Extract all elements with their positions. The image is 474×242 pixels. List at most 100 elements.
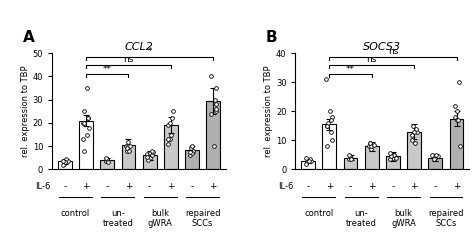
Point xyxy=(60,162,68,166)
Point xyxy=(452,115,459,119)
Point xyxy=(212,102,220,106)
Point xyxy=(187,153,194,157)
Point xyxy=(81,109,88,113)
Text: +: + xyxy=(368,182,375,191)
Text: -: - xyxy=(148,182,151,191)
Point xyxy=(456,80,463,84)
Text: un-
treated: un- treated xyxy=(346,209,377,228)
Point xyxy=(328,115,336,119)
Point xyxy=(408,133,416,136)
Bar xyxy=(79,121,93,169)
Bar xyxy=(121,145,136,169)
Point xyxy=(123,147,130,151)
Bar xyxy=(407,132,421,169)
Bar xyxy=(428,158,442,169)
Point xyxy=(328,118,335,122)
Point xyxy=(168,116,176,120)
Point xyxy=(125,149,132,153)
Point xyxy=(102,159,110,163)
Point xyxy=(347,157,355,161)
Y-axis label: rel. expression to TBP: rel. expression to TBP xyxy=(21,66,30,157)
Text: ns: ns xyxy=(388,47,398,56)
Point xyxy=(370,143,377,147)
Point xyxy=(212,107,219,111)
Point xyxy=(122,144,130,148)
Point xyxy=(302,162,310,166)
Point xyxy=(212,109,220,113)
Point xyxy=(83,86,91,90)
Point xyxy=(305,159,312,163)
Bar xyxy=(100,160,114,169)
Text: control: control xyxy=(304,209,333,218)
Point xyxy=(346,153,353,157)
Point xyxy=(80,121,87,125)
Point xyxy=(189,149,197,153)
Text: +: + xyxy=(326,182,333,191)
Point xyxy=(324,144,331,148)
Text: A: A xyxy=(23,30,34,45)
Point xyxy=(149,150,156,154)
Text: *: * xyxy=(147,47,152,56)
Point xyxy=(149,153,156,157)
Text: IL-6: IL-6 xyxy=(278,182,293,191)
Point xyxy=(167,133,174,136)
Point xyxy=(303,160,311,164)
Point xyxy=(189,151,196,155)
Text: -: - xyxy=(392,182,394,191)
Point xyxy=(456,144,463,148)
Bar xyxy=(365,146,379,169)
Point xyxy=(392,156,400,160)
Point xyxy=(411,141,419,145)
Point xyxy=(104,160,112,164)
Point xyxy=(322,77,330,81)
Bar xyxy=(185,150,199,169)
Point xyxy=(389,156,397,160)
Point xyxy=(59,163,66,167)
Point xyxy=(102,156,109,160)
Point xyxy=(85,126,93,129)
Point xyxy=(431,156,439,160)
Point xyxy=(327,130,335,134)
Point xyxy=(80,149,88,153)
Point xyxy=(328,138,336,142)
Text: B: B xyxy=(266,30,278,45)
Point xyxy=(346,154,354,158)
Bar xyxy=(386,156,400,169)
Point xyxy=(210,144,218,148)
Point xyxy=(166,137,173,141)
Point xyxy=(453,118,461,122)
Title: CCL2: CCL2 xyxy=(125,42,154,53)
Point xyxy=(307,159,315,163)
Point xyxy=(347,156,355,160)
Point xyxy=(84,116,92,120)
Text: +: + xyxy=(210,182,217,191)
Point xyxy=(408,138,415,142)
Point xyxy=(365,144,373,148)
Point xyxy=(144,158,151,162)
Y-axis label: rel. expression to TBP: rel. expression to TBP xyxy=(264,66,273,157)
Text: +: + xyxy=(410,182,418,191)
Bar xyxy=(450,119,464,169)
Text: -: - xyxy=(106,182,109,191)
Point xyxy=(410,130,418,134)
Point xyxy=(170,109,177,113)
Text: -: - xyxy=(307,182,310,191)
Point xyxy=(324,121,331,125)
Bar xyxy=(344,158,357,169)
Point xyxy=(434,154,442,158)
Text: -: - xyxy=(349,182,352,191)
Point xyxy=(103,157,110,161)
Bar xyxy=(143,155,156,169)
Point xyxy=(412,127,420,131)
Point xyxy=(346,157,353,161)
Point xyxy=(167,121,174,125)
Point xyxy=(124,144,131,148)
Point xyxy=(428,153,436,157)
Point xyxy=(390,153,397,157)
Point xyxy=(148,149,155,153)
Point xyxy=(207,112,214,116)
Text: -: - xyxy=(434,182,437,191)
Point xyxy=(211,98,219,102)
Text: **: ** xyxy=(103,65,112,74)
Point xyxy=(164,123,172,127)
